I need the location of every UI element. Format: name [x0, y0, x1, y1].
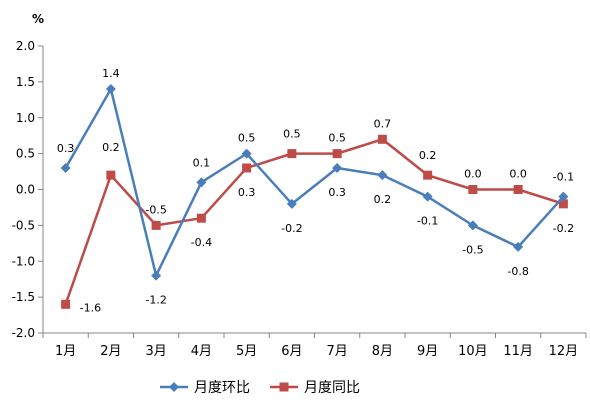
chart-axes: % 2.0 1.5 1.0 0.5 0.0 -0.5 -1.0 -1.5 -2.0 1月 2月 3月 4月…	[12, 12, 587, 359]
series-yoy-point	[377, 134, 387, 144]
mom-data-label: 0.1	[193, 156, 211, 169]
series-mom-point	[196, 177, 207, 188]
yoy-data-label: 0.3	[238, 186, 256, 199]
chart-legend: 月度环比 月度同比	[160, 380, 360, 396]
series-mom-point	[513, 241, 524, 252]
x-tick-label: 8月	[372, 344, 393, 359]
x-tick-label: 11月	[503, 344, 533, 359]
x-tick-label: 6月	[281, 344, 302, 359]
chart-series	[60, 84, 569, 309]
x-tick-label: 12月	[549, 344, 579, 359]
series-mom-point	[241, 148, 252, 159]
y-tick-label: -0.5	[12, 218, 35, 232]
series-yoy-point	[151, 220, 161, 230]
mom-data-label: -1.2	[145, 294, 166, 307]
series-mom-point	[558, 191, 569, 202]
chart-data-labels: -1.6 0.2 -0.5 -0.4 0.3 0.5 0.5 0.7 0.2 0.0 0.0 -0.2…	[57, 67, 574, 314]
series-mom-point	[151, 270, 162, 281]
yoy-data-label: 0.0	[464, 168, 482, 181]
x-tick-label: 4月	[191, 344, 212, 359]
series-yoy-point	[513, 185, 523, 194]
x-tick-label: 2月	[100, 344, 121, 359]
mom-data-label: 1.4	[102, 67, 120, 80]
series-mom-point	[60, 162, 71, 173]
yoy-data-label: 0.5	[328, 132, 346, 145]
series-mom-point	[105, 84, 116, 95]
y-tick-label: 0.5	[16, 147, 35, 161]
yoy-data-label: -0.2	[553, 222, 574, 235]
y-tick-label: -1.5	[12, 290, 35, 304]
yoy-data-label: 0.2	[102, 141, 120, 154]
mom-data-label: 0.3	[328, 186, 346, 199]
x-tick-label: 7月	[326, 344, 347, 359]
y-tick-label: -1.0	[12, 254, 35, 268]
yoy-data-label: -0.4	[191, 236, 212, 249]
y-tick-label: -2.0	[12, 326, 35, 340]
y-unit-label: %	[32, 12, 44, 26]
series-yoy-point	[468, 185, 478, 194]
y-tick-label: 1.0	[16, 111, 35, 125]
legend-yoy-label: 月度同比	[304, 380, 360, 396]
series-mom-point	[332, 162, 343, 173]
series-yoy-point	[196, 213, 206, 223]
legend-mom-label: 月度环比	[194, 380, 250, 396]
x-tick-label: 1月	[55, 344, 76, 359]
series-yoy-point	[423, 170, 433, 180]
mom-data-label: 0.2	[374, 193, 392, 206]
yoy-data-label: 0.5	[283, 128, 301, 141]
x-tick-label: 5月	[236, 344, 257, 359]
series-mom-line	[64, 87, 565, 277]
series-yoy-point	[242, 163, 252, 173]
y-tick-label: 0.0	[16, 183, 35, 197]
yoy-data-label: 0.7	[374, 117, 392, 130]
yoy-data-label: 0.0	[509, 168, 527, 181]
series-mom-point	[422, 191, 433, 202]
series-mom-point	[377, 170, 388, 181]
mom-data-label: -0.8	[507, 265, 528, 278]
yoy-data-label: -0.5	[145, 203, 166, 216]
series-yoy-point	[106, 170, 116, 180]
mom-data-label: -0.5	[462, 243, 483, 256]
series-yoy-line	[64, 138, 564, 305]
x-tick-label: 3月	[145, 344, 166, 359]
mom-data-label: -0.1	[553, 171, 574, 184]
x-tick-label: 9月	[417, 344, 438, 359]
series-yoy-point	[332, 149, 342, 159]
series-yoy-point	[287, 149, 297, 159]
yoy-data-label: -1.6	[80, 301, 101, 314]
yoy-data-label: 0.2	[419, 149, 437, 162]
mom-data-label: -0.1	[417, 215, 438, 228]
series-yoy-point	[558, 199, 568, 209]
mom-data-label: 0.3	[57, 142, 75, 155]
mom-data-label: -0.2	[281, 222, 302, 235]
series-mom-point	[467, 220, 478, 231]
y-tick-label: 1.5	[16, 75, 35, 89]
x-tick-label: 10月	[458, 344, 488, 359]
mom-data-label: 0.5	[238, 132, 256, 145]
legend-mom-marker	[169, 382, 179, 392]
series-yoy-point	[61, 299, 71, 309]
series-mom-point	[286, 198, 297, 209]
y-tick-label: 2.0	[16, 39, 35, 53]
legend-yoy-marker	[279, 382, 289, 392]
